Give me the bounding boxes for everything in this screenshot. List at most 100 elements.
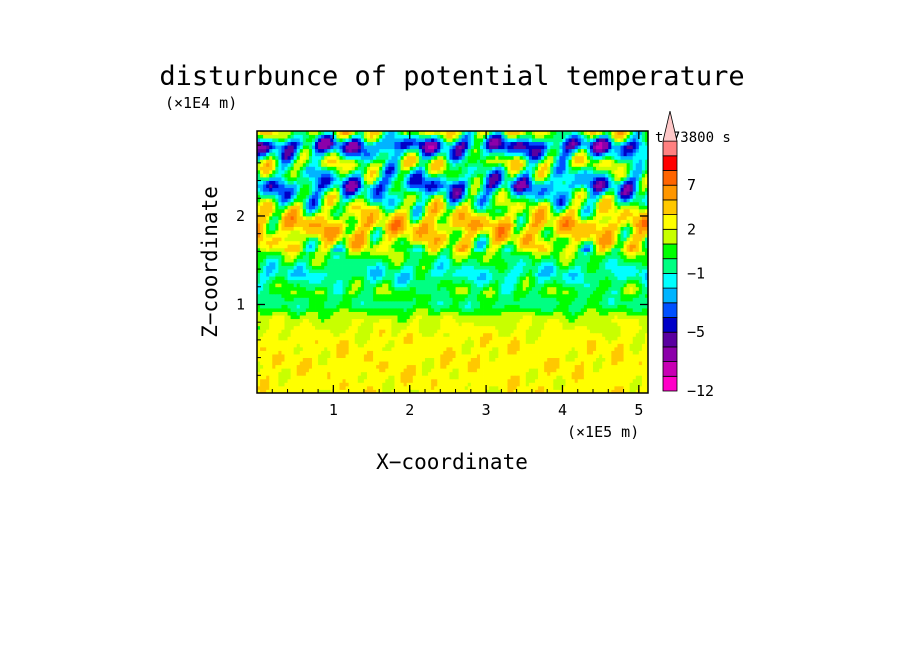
heatmap-cell [440,378,444,383]
heatmap-cell [510,304,514,309]
heatmap-cell [290,265,295,270]
heatmap-cell [324,322,328,327]
heatmap-cell [324,343,328,348]
heatmap-cell [339,286,343,291]
heatmap-cell [479,375,484,380]
heatmap-cell [308,315,313,320]
heatmap-cell [406,300,411,305]
heatmap-cell [550,385,554,390]
heatmap-cell [284,371,288,376]
heatmap-cell [507,254,511,259]
heatmap-cell [641,339,646,344]
heatmap-cell [522,325,527,330]
heatmap-cell [541,336,545,341]
heatmap-cell [373,361,377,366]
heatmap-cell [498,354,502,358]
heatmap-cell [571,364,576,369]
heatmap-cell [513,297,518,302]
heatmap-cell [562,293,566,298]
heatmap-cell [397,311,401,316]
heatmap-cell [559,304,563,309]
heatmap-cell [299,315,304,320]
heatmap-cell [311,315,316,320]
heatmap-cell [550,283,554,288]
heatmap-cell [345,322,350,327]
heatmap-cell [596,254,600,259]
heatmap-cell [296,276,301,281]
heatmap-cell [589,364,594,369]
heatmap-cell [315,378,319,383]
heatmap-cell [269,368,273,373]
heatmap-cell [467,308,472,312]
heatmap-cell [638,318,643,323]
heatmap-cell [556,276,560,281]
heatmap-cell [385,279,389,284]
heatmap-cell [501,364,505,369]
heatmap-cell [541,254,545,259]
heatmap-cell [470,286,475,291]
heatmap-cell [305,318,310,323]
heatmap-cell [550,286,554,291]
heatmap-cell [305,385,310,390]
heatmap-cell [544,371,548,376]
heatmap-cell [275,329,279,334]
heatmap-cell [366,389,371,394]
heatmap-cell [544,368,548,373]
heatmap-cell [327,279,331,284]
heatmap-cell [635,262,640,266]
heatmap-cell [599,389,603,394]
heatmap-cell [360,336,365,341]
heatmap-cell [406,283,411,288]
heatmap-cell [638,279,643,284]
heatmap-cell [476,290,481,295]
heatmap-cell [525,272,530,277]
heatmap-cell [333,389,337,394]
heatmap-cell [602,357,606,362]
heatmap-cell [629,339,634,344]
heatmap-cell [440,265,444,270]
heatmap-cell [608,258,612,263]
heatmap-cell [311,343,316,348]
heatmap-cell [415,304,420,309]
heatmap-cell [327,300,331,305]
heatmap-cell [602,311,606,316]
heatmap-cell [287,297,291,302]
heatmap-cell [498,279,502,284]
heatmap-cell [611,385,615,390]
heatmap-cell [348,339,353,344]
heatmap-cell [641,332,646,337]
heatmap-cell [562,265,566,270]
heatmap-cell [330,375,334,380]
heatmap-cell [571,336,576,341]
heatmap-cell [308,283,313,288]
heatmap-cell [528,361,533,366]
heatmap-cell [391,385,395,390]
heatmap-cell [464,361,469,366]
heatmap-cell [446,322,450,327]
heatmap-cell [586,361,591,366]
heatmap-cell [596,368,600,373]
heatmap-cell [467,265,472,270]
heatmap-cell [593,382,597,387]
heatmap-cell [382,354,386,358]
heatmap-cell [418,346,423,351]
heatmap-cell [284,318,288,323]
heatmap-cell [641,378,646,383]
heatmap-cell [293,389,298,394]
heatmap-cell [635,389,640,394]
heatmap-cell [635,286,640,291]
heatmap-cell [608,300,612,305]
heatmap-cell [470,304,475,309]
heatmap-cell [263,357,267,362]
heatmap-cell [470,300,475,305]
heatmap-cell [589,269,594,274]
heatmap-cell [626,385,631,390]
heatmap-cell [409,354,414,358]
heatmap-cell [266,254,270,259]
heatmap-cell [324,375,328,380]
heatmap-cell [446,304,450,309]
heatmap-cell [425,368,429,373]
heatmap-cell [348,318,353,323]
heatmap-cell [620,368,624,373]
heatmap-cell [412,283,417,288]
